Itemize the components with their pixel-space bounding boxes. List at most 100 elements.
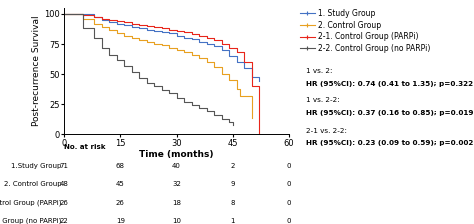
2. Control Group [249, 116, 255, 119]
Text: 1 vs. 2-2:: 1 vs. 2-2: [306, 97, 339, 103]
2-1. Control Group (PARPi) [226, 46, 232, 49]
2. Control Group [189, 54, 194, 56]
Text: 0: 0 [287, 218, 292, 224]
2-2. Control Group (no PARPi) [189, 104, 194, 107]
2. Control Group [159, 44, 164, 47]
1. Study Group [211, 45, 217, 48]
1. Study Group [106, 21, 112, 24]
1. Study Group [159, 31, 164, 33]
2-1. Control Group (PARPi) [189, 33, 194, 36]
2-2. Control Group (no PARPi) [128, 70, 135, 73]
Text: 8: 8 [231, 200, 235, 206]
Line: 2-2. Control Group (no PARPi): 2-2. Control Group (no PARPi) [64, 14, 233, 125]
Text: HR (95%CI): 0.74 (0.41 to 1.35); p=0.322: HR (95%CI): 0.74 (0.41 to 1.35); p=0.322 [306, 81, 473, 87]
Text: 45: 45 [116, 181, 125, 187]
Y-axis label: Post-recurrence Survival: Post-recurrence Survival [32, 16, 41, 126]
2-2. Control Group (no PARPi) [230, 123, 236, 126]
Text: 32: 32 [172, 181, 181, 187]
Text: 19: 19 [116, 218, 125, 224]
2-1. Control Group (PARPi) [61, 13, 67, 15]
1. Study Group [204, 43, 210, 45]
Text: 18: 18 [172, 200, 181, 206]
1. Study Group [234, 61, 239, 63]
2-2. Control Group (no PARPi) [114, 58, 119, 61]
Text: 68: 68 [116, 163, 125, 169]
1. Study Group [219, 49, 225, 51]
2-2. Control Group (no PARPi) [151, 85, 157, 88]
2. Control Group [128, 37, 135, 39]
2-2. Control Group (no PARPi) [121, 64, 127, 67]
2-2. Control Group (no PARPi) [204, 110, 210, 113]
2. Control Group [181, 51, 187, 54]
2-2. Control Group (no PARPi) [80, 27, 86, 30]
2. Control Group [234, 87, 239, 90]
Text: 2-1. Control Group (PARPi): 2-1. Control Group (PARPi) [0, 200, 62, 206]
Legend: 1. Study Group, 2. Control Group, 2-1. Control Group (PARPi), 2-2. Control Group: 1. Study Group, 2. Control Group, 2-1. C… [300, 9, 430, 53]
Text: 1: 1 [231, 218, 235, 224]
2-2. Control Group (no PARPi) [159, 88, 164, 91]
2. Control Group [196, 57, 202, 60]
2. Control Group [61, 13, 67, 15]
Line: 2. Control Group: 2. Control Group [64, 14, 252, 118]
2-1. Control Group (PARPi) [128, 22, 135, 25]
2-2. Control Group (no PARPi) [226, 121, 232, 124]
2-2. Control Group (no PARPi) [136, 76, 142, 79]
1. Study Group [249, 75, 255, 78]
2-1. Control Group (PARPi) [173, 29, 179, 32]
2-2. Control Group (no PARPi) [166, 92, 172, 95]
2-1. Control Group (PARPi) [234, 51, 239, 54]
2. Control Group [237, 95, 243, 97]
1. Study Group [226, 55, 232, 57]
2-2. Control Group (no PARPi) [181, 101, 187, 103]
Text: 26: 26 [60, 200, 68, 206]
2-1. Control Group (PARPi) [114, 20, 119, 22]
2-1. Control Group (PARPi) [144, 25, 149, 27]
1. Study Group [61, 13, 67, 15]
1. Study Group [166, 32, 172, 34]
2. Control Group [114, 32, 119, 34]
2-1. Control Group (PARPi) [249, 85, 255, 88]
Line: 1. Study Group: 1. Study Group [64, 14, 259, 81]
2-1. Control Group (PARPi) [241, 61, 247, 63]
Line: 2-1. Control Group (PARPi): 2-1. Control Group (PARPi) [64, 14, 259, 134]
Text: 40: 40 [172, 163, 181, 169]
Text: 1.Study Group: 1.Study Group [11, 163, 62, 169]
Text: 10: 10 [172, 218, 181, 224]
2-1. Control Group (PARPi) [151, 26, 157, 28]
2-1. Control Group (PARPi) [106, 19, 112, 21]
Text: 0: 0 [287, 181, 292, 187]
2. Control Group [211, 66, 217, 68]
Text: 9: 9 [231, 181, 235, 187]
Text: 1 vs. 2:: 1 vs. 2: [306, 68, 332, 74]
Text: No. at risk: No. at risk [64, 144, 106, 151]
2. Control Group [166, 46, 172, 49]
2-1. Control Group (PARPi) [166, 28, 172, 31]
2. Control Group [173, 49, 179, 51]
2-2. Control Group (no PARPi) [106, 54, 112, 56]
2-2. Control Group (no PARPi) [173, 97, 179, 100]
2-1. Control Group (PARPi) [204, 37, 210, 39]
X-axis label: Time (months): Time (months) [139, 150, 214, 159]
Text: 71: 71 [60, 163, 68, 169]
2. Control Group [204, 61, 210, 63]
2-1. Control Group (PARPi) [219, 43, 225, 45]
Text: 22: 22 [60, 218, 68, 224]
Text: 0: 0 [287, 163, 292, 169]
2-1. Control Group (PARPi) [196, 34, 202, 37]
Text: 2-2. Control Group (no PARPi): 2-2. Control Group (no PARPi) [0, 218, 62, 224]
Text: HR (95%CI): 0.37 (0.16 to 0.85); p=0.019: HR (95%CI): 0.37 (0.16 to 0.85); p=0.019 [306, 110, 473, 116]
2. Control Group [151, 43, 157, 45]
1. Study Group [128, 26, 135, 28]
2-1. Control Group (PARPi) [211, 39, 217, 42]
Text: 2. Control Group: 2. Control Group [4, 181, 62, 187]
1. Study Group [80, 13, 86, 15]
2. Control Group [136, 39, 142, 42]
1. Study Group [121, 23, 127, 26]
2-1. Control Group (PARPi) [181, 31, 187, 33]
1. Study Group [196, 40, 202, 43]
2-2. Control Group (no PARPi) [61, 13, 67, 15]
2. Control Group [106, 28, 112, 31]
2-2. Control Group (no PARPi) [91, 37, 97, 39]
1. Study Group [136, 27, 142, 30]
Text: 0: 0 [287, 200, 292, 206]
